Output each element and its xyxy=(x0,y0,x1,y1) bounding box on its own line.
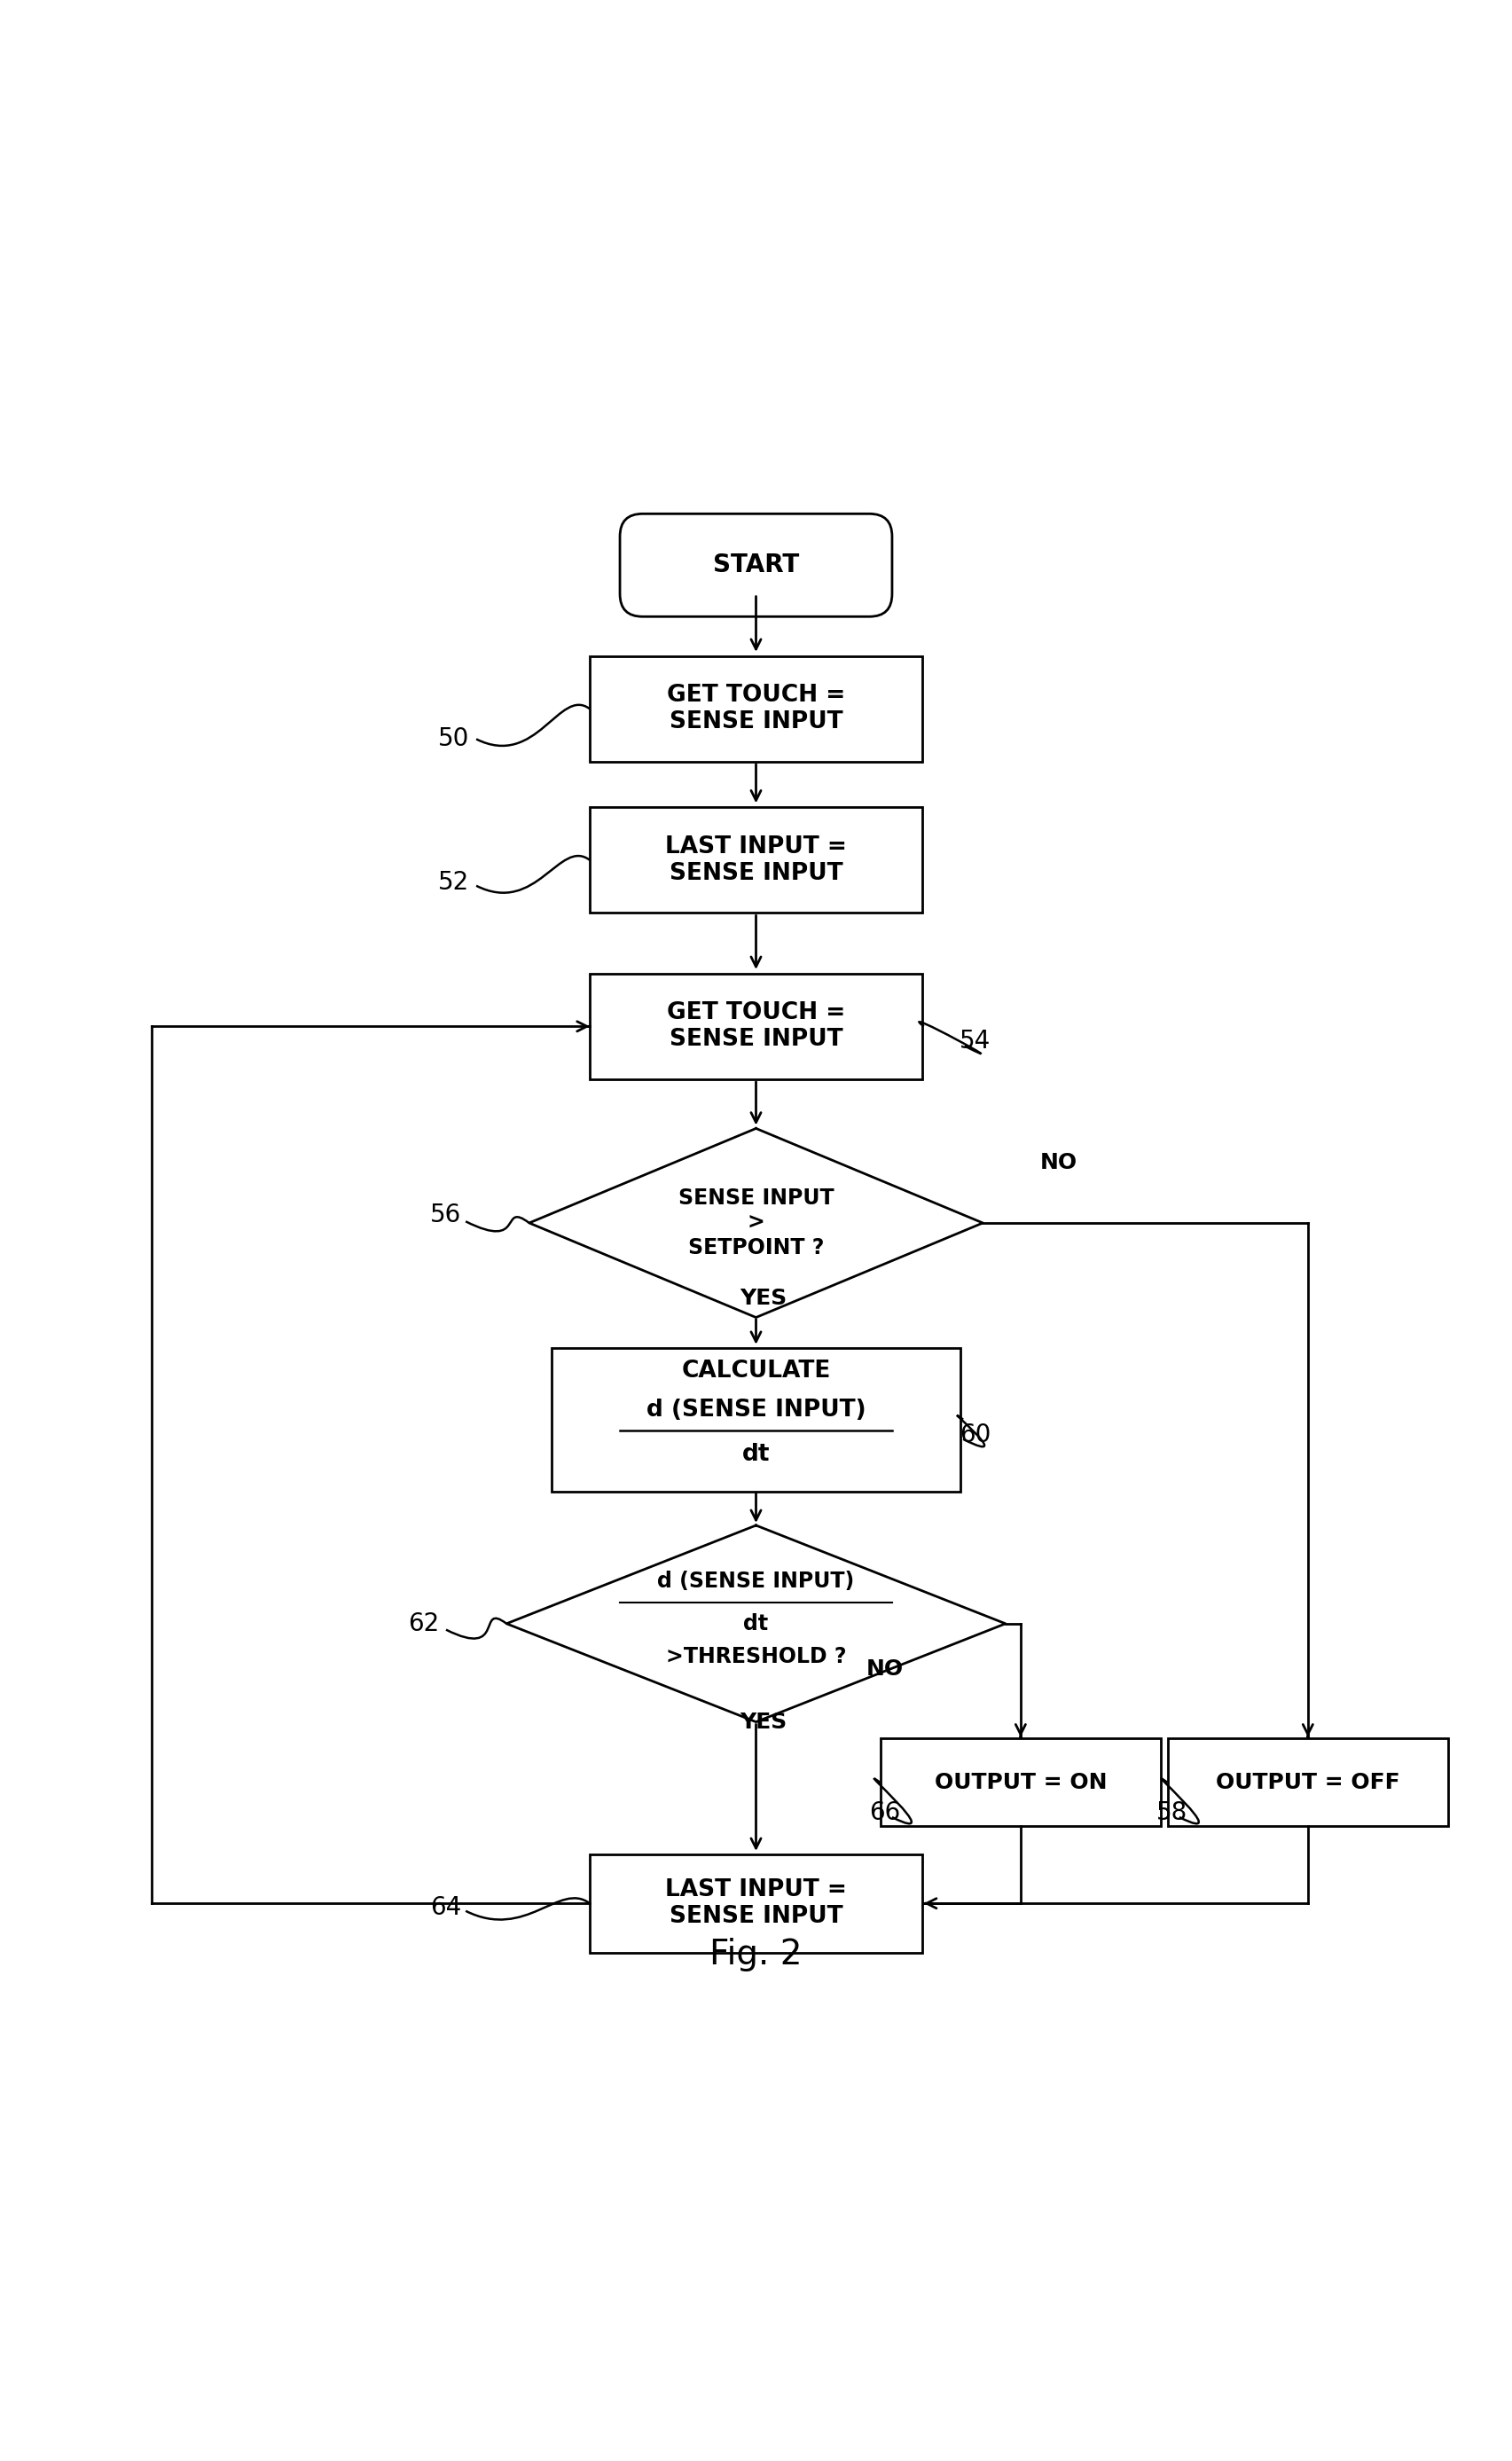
Text: 66: 66 xyxy=(869,1801,900,1826)
Text: LAST INPUT =
SENSE INPUT: LAST INPUT = SENSE INPUT xyxy=(665,1878,847,1929)
Text: d (SENSE INPUT): d (SENSE INPUT) xyxy=(658,1570,854,1592)
Text: 58: 58 xyxy=(1157,1801,1187,1826)
Text: Fig. 2: Fig. 2 xyxy=(709,1937,803,1971)
Text: GET TOUCH =
SENSE INPUT: GET TOUCH = SENSE INPUT xyxy=(667,684,845,733)
Text: 56: 56 xyxy=(431,1203,461,1228)
Text: NO: NO xyxy=(866,1659,903,1681)
Text: dt: dt xyxy=(742,1442,770,1467)
Text: 50: 50 xyxy=(438,726,469,751)
Text: d (SENSE INPUT): d (SENSE INPUT) xyxy=(646,1398,866,1422)
Text: 64: 64 xyxy=(431,1895,461,1920)
FancyBboxPatch shape xyxy=(590,807,922,913)
Text: START: START xyxy=(712,554,800,578)
Text: NO: NO xyxy=(1040,1152,1077,1174)
Text: SENSE INPUT
>
SETPOINT ?: SENSE INPUT > SETPOINT ? xyxy=(677,1189,835,1258)
FancyBboxPatch shape xyxy=(590,1853,922,1952)
Text: 60: 60 xyxy=(960,1422,990,1447)
Text: GET TOUCH =
SENSE INPUT: GET TOUCH = SENSE INPUT xyxy=(667,1002,845,1051)
FancyBboxPatch shape xyxy=(880,1737,1161,1826)
Text: 54: 54 xyxy=(960,1029,990,1053)
Text: 52: 52 xyxy=(438,871,469,896)
Text: LAST INPUT =
SENSE INPUT: LAST INPUT = SENSE INPUT xyxy=(665,834,847,886)
Text: 62: 62 xyxy=(408,1612,438,1637)
FancyBboxPatch shape xyxy=(1167,1737,1448,1826)
FancyBboxPatch shape xyxy=(552,1349,960,1491)
FancyBboxPatch shape xyxy=(590,975,922,1080)
Text: YES: YES xyxy=(739,1287,788,1309)
FancyBboxPatch shape xyxy=(590,657,922,763)
Text: OUTPUT = OFF: OUTPUT = OFF xyxy=(1216,1772,1400,1794)
FancyBboxPatch shape xyxy=(620,514,892,618)
Text: YES: YES xyxy=(739,1710,788,1733)
Text: OUTPUT = ON: OUTPUT = ON xyxy=(934,1772,1107,1794)
Text: dt: dt xyxy=(744,1612,768,1634)
Text: CALCULATE: CALCULATE xyxy=(682,1358,830,1383)
Text: >THRESHOLD ?: >THRESHOLD ? xyxy=(665,1646,847,1669)
